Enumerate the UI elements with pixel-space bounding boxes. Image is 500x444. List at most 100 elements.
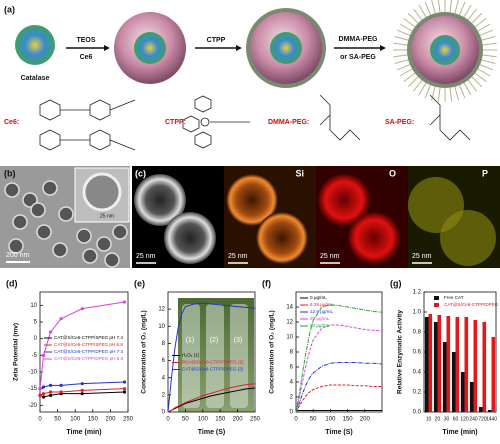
y-tick-label: 0.2 — [413, 390, 422, 396]
marker — [41, 392, 46, 396]
series-line — [167, 302, 256, 413]
annotation: (1) — [186, 337, 195, 344]
y-tick-label: 0 — [34, 336, 38, 342]
legend-label: CAT@S/Ce6-CTPP/SPEG pH 6.8 — [54, 342, 123, 347]
x-tick-label: 200 — [105, 417, 116, 423]
x-tick-label: 250 — [123, 417, 134, 423]
particles — [4, 180, 128, 268]
particle — [58, 206, 74, 222]
spike — [418, 80, 428, 96]
marker — [59, 383, 63, 387]
marker — [122, 380, 127, 384]
spike — [399, 23, 415, 33]
y-tick-label: 0.8 — [413, 330, 422, 336]
spike — [462, 4, 472, 20]
marker — [38, 393, 42, 397]
marker — [80, 392, 84, 396]
element-label: O — [389, 168, 396, 178]
bar — [428, 314, 433, 412]
particle — [22, 192, 38, 208]
marker — [80, 382, 84, 386]
legend-label: 12.5 μg/mL — [310, 309, 334, 314]
x-tick-label: 0 — [38, 417, 42, 423]
panel-label: (f) — [262, 278, 271, 288]
marker — [48, 383, 53, 387]
legend-label: CAT@S/Ce6-CTPP/SPEG pH 7.4 — [54, 335, 123, 340]
y-axis-label: Zeta Potential (mv) — [13, 323, 20, 381]
particle — [12, 214, 28, 230]
y-tick-label: 4 — [162, 375, 166, 381]
x-axis-label: Time (S) — [198, 429, 226, 436]
spike — [412, 8, 424, 22]
element-label: P — [482, 168, 488, 178]
x-tick-label: 200 — [233, 417, 244, 423]
x-tick-label: 120 — [460, 416, 469, 422]
spike — [393, 54, 410, 58]
marker — [41, 395, 46, 399]
spike — [470, 12, 483, 25]
spike — [407, 12, 420, 25]
label: Catalase — [21, 75, 50, 82]
y-tick-label: 8 — [290, 350, 294, 356]
spike — [393, 42, 410, 46]
panel-label: (c) — [135, 168, 146, 178]
y-tick-label: -5 — [32, 353, 38, 359]
legend-label: H₂O₂ (1) — [182, 353, 200, 358]
panel-label: (a) — [4, 4, 15, 14]
particle — [42, 180, 58, 196]
y-tick-label: 0.6 — [413, 350, 422, 356]
x-tick-label: 1440 — [486, 416, 497, 422]
panel-label: (e) — [134, 278, 145, 288]
particle — [82, 248, 98, 264]
x-tick-label: 100 — [325, 417, 336, 423]
particle — [104, 252, 120, 268]
marker — [59, 390, 63, 394]
x-tick-label: 50 — [310, 417, 317, 423]
catalase-core — [270, 32, 302, 64]
legend-label: 0 μg/mL — [310, 295, 327, 300]
chemical-structures — [39, 94, 471, 151]
spike — [431, 0, 437, 16]
x-tick-label: 30 — [444, 416, 450, 422]
spike — [466, 8, 478, 22]
marker — [80, 388, 84, 392]
panel-label: (b) — [4, 168, 16, 178]
legend-label: 50 μg/mL — [310, 323, 330, 328]
x-tick-label: 10 — [426, 416, 432, 422]
spike — [473, 71, 487, 83]
spike — [478, 29, 494, 37]
label: DMMA-PEG — [339, 36, 378, 43]
spike — [462, 80, 472, 96]
x-tick-label: 720 — [478, 416, 487, 422]
label: CTPP — [207, 37, 226, 44]
map — [316, 166, 408, 268]
map — [408, 166, 500, 268]
spike — [396, 29, 412, 37]
panel-label: (d) — [6, 278, 18, 288]
bar — [446, 316, 451, 412]
marker — [122, 390, 127, 394]
y-tick-label: -10 — [28, 370, 37, 376]
spike — [403, 17, 417, 29]
label: TEOS — [76, 37, 95, 44]
bar — [487, 410, 492, 412]
bar — [424, 317, 429, 412]
y-axis-label: Relative Enzymatic Activity — [397, 310, 404, 394]
particle — [36, 224, 52, 240]
spike — [449, 0, 453, 15]
y-tick-label: 8 — [162, 341, 166, 347]
scale-label: 25 nm — [412, 253, 432, 260]
y-tick-label: 0 — [290, 410, 294, 416]
spike — [480, 42, 497, 46]
spike — [394, 36, 411, 42]
spike — [475, 67, 491, 77]
panel-c: (c) 25 nm Si 25 nm O 25 nm P 25 nm — [132, 166, 500, 268]
bar — [469, 382, 474, 412]
spike — [480, 54, 497, 58]
x-tick-label: 50 — [182, 417, 189, 423]
bar — [455, 317, 460, 412]
spike — [394, 58, 411, 64]
legend-label: CAT@S/Ce6-CTPP/DPEG (3) — [182, 367, 244, 372]
y-tick-label: 5 — [34, 320, 38, 326]
